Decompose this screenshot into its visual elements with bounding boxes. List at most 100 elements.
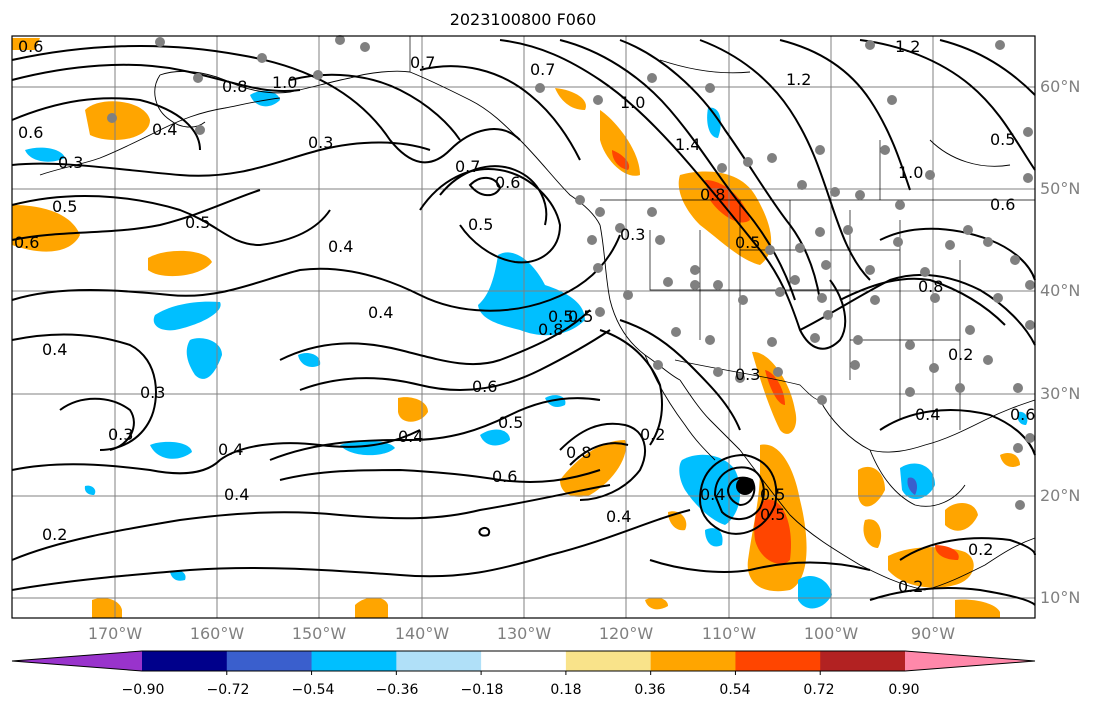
- colorbar-swatch: [12, 651, 142, 671]
- contour-label: 0.2: [968, 540, 993, 559]
- colorbar-swatch: [820, 651, 906, 671]
- lat-label: 30°N: [1040, 384, 1081, 403]
- blue-area: [25, 147, 65, 162]
- colorbar-tick-label: −0.72: [206, 682, 250, 698]
- contour-label: 0.7: [410, 53, 435, 72]
- orange-area: [398, 397, 428, 422]
- blue-area: [545, 395, 566, 408]
- lat-label: 40°N: [1040, 281, 1081, 300]
- contour-label: 0.3: [58, 153, 83, 172]
- contour-label: 0.5: [568, 307, 593, 326]
- orange-area: [12, 205, 80, 252]
- orange-area: [560, 440, 626, 497]
- contour-label: 0.4: [700, 485, 725, 504]
- shaded-anomalies: [12, 38, 1028, 618]
- contour-label: 0.4: [152, 120, 177, 139]
- contour-label: 0.5: [760, 505, 785, 524]
- blue-area: [298, 353, 321, 367]
- contour-label: 1.0: [272, 73, 297, 92]
- orange-area: [678, 171, 772, 265]
- blue-area: [900, 463, 935, 500]
- contour-label: 0.6: [14, 233, 39, 252]
- contour-label: 0.3: [308, 133, 333, 152]
- contour-label: 0.4: [224, 485, 249, 504]
- contour-label: 0.4: [368, 303, 393, 322]
- map-title: 2023100800 F060: [449, 10, 597, 29]
- blue-area: [186, 338, 222, 379]
- contour-label: 0.4: [398, 427, 423, 446]
- contour-label: 0.4: [915, 405, 940, 424]
- blue-area: [170, 570, 186, 581]
- contour-label: 0.6: [1010, 405, 1035, 424]
- contour-label: 0.4: [606, 507, 631, 526]
- contour-label: 0.5: [735, 233, 760, 252]
- contour-label: 0.8: [700, 185, 725, 204]
- orange-area: [555, 88, 586, 110]
- colorbar-tick-label: −0.18: [460, 682, 504, 698]
- colorbar-swatch: [142, 651, 228, 671]
- lon-label: 140°W: [394, 624, 450, 643]
- contour-label: 0.3: [735, 365, 760, 384]
- orange-area: [600, 110, 640, 176]
- map-frame: [11, 35, 1036, 619]
- orange-area: [955, 599, 1000, 618]
- colorbar-swatch: [650, 651, 736, 671]
- contour-labels: 0.7 0.8 1.0 0.4 0.3 0.5 0.6 0.4 0.5 0.3 …: [14, 37, 1035, 596]
- contour-label: 0.5: [548, 307, 573, 326]
- colorbar-swatch: [735, 651, 821, 671]
- contour-label: 0.2: [42, 525, 67, 544]
- storm-center: [736, 477, 754, 495]
- station-dots: [107, 35, 1035, 510]
- contour-label: 0.7: [530, 60, 555, 79]
- colorbar-outline: [11, 650, 1036, 672]
- red-area: [935, 545, 959, 560]
- contour-label: 1.0: [898, 163, 923, 182]
- orange-area: [148, 250, 212, 277]
- contour-label: 0.6: [990, 195, 1015, 214]
- contour-label: 0.5: [498, 413, 523, 432]
- colorbar-tick-label: 0.18: [550, 682, 582, 698]
- contour-label: 0.8: [918, 277, 943, 296]
- blue-area: [798, 575, 832, 609]
- colorbar-swatch: [481, 651, 567, 671]
- colorbar-swatch: [565, 651, 652, 671]
- contour-label: 1.2: [786, 70, 811, 89]
- colorbar-swatch: [905, 651, 1035, 671]
- orange-area: [85, 101, 150, 140]
- contour-label: 0.4: [328, 237, 353, 256]
- blue-area: [1017, 411, 1028, 425]
- contour-label: 0.8: [566, 443, 591, 462]
- colorbar-tick-label: −0.90: [121, 682, 165, 698]
- contour-label: 0.6: [495, 173, 520, 192]
- lon-label: 160°W: [189, 624, 245, 643]
- lon-label: 100°W: [803, 624, 859, 643]
- blue-area: [150, 441, 192, 459]
- blue-area: [250, 90, 280, 107]
- contour-label: 0.5: [52, 197, 77, 216]
- lat-label: 60°N: [1040, 77, 1081, 96]
- contour-label: 0.6: [18, 37, 43, 56]
- colorbar-tick-label: −0.54: [291, 682, 335, 698]
- lon-label: 150°W: [291, 624, 347, 643]
- contour-label: 1.2: [895, 37, 920, 56]
- lon-label: 120°W: [598, 624, 654, 643]
- colorbar-tick-label: 0.36: [634, 682, 666, 698]
- lat-label: 50°N: [1040, 179, 1081, 198]
- blue-area: [907, 477, 918, 495]
- contour-label: 0.6: [472, 377, 497, 396]
- colorbar-tick-label: 0.72: [803, 682, 835, 698]
- colorbar-swatch: [396, 651, 482, 671]
- graticule: [12, 36, 1035, 618]
- blue-area: [153, 301, 221, 331]
- orange-area: [1000, 453, 1020, 467]
- orange-area: [863, 519, 882, 548]
- red-area: [765, 370, 785, 405]
- blue-area: [478, 252, 585, 336]
- colorbar: [11, 650, 1036, 675]
- colorbar-tick-label: 0.54: [719, 682, 751, 698]
- contour-label: 0.5: [990, 130, 1015, 149]
- contour-label: 1.0: [620, 93, 645, 112]
- blue-area: [84, 485, 96, 495]
- contour-label: 0.8: [222, 77, 247, 96]
